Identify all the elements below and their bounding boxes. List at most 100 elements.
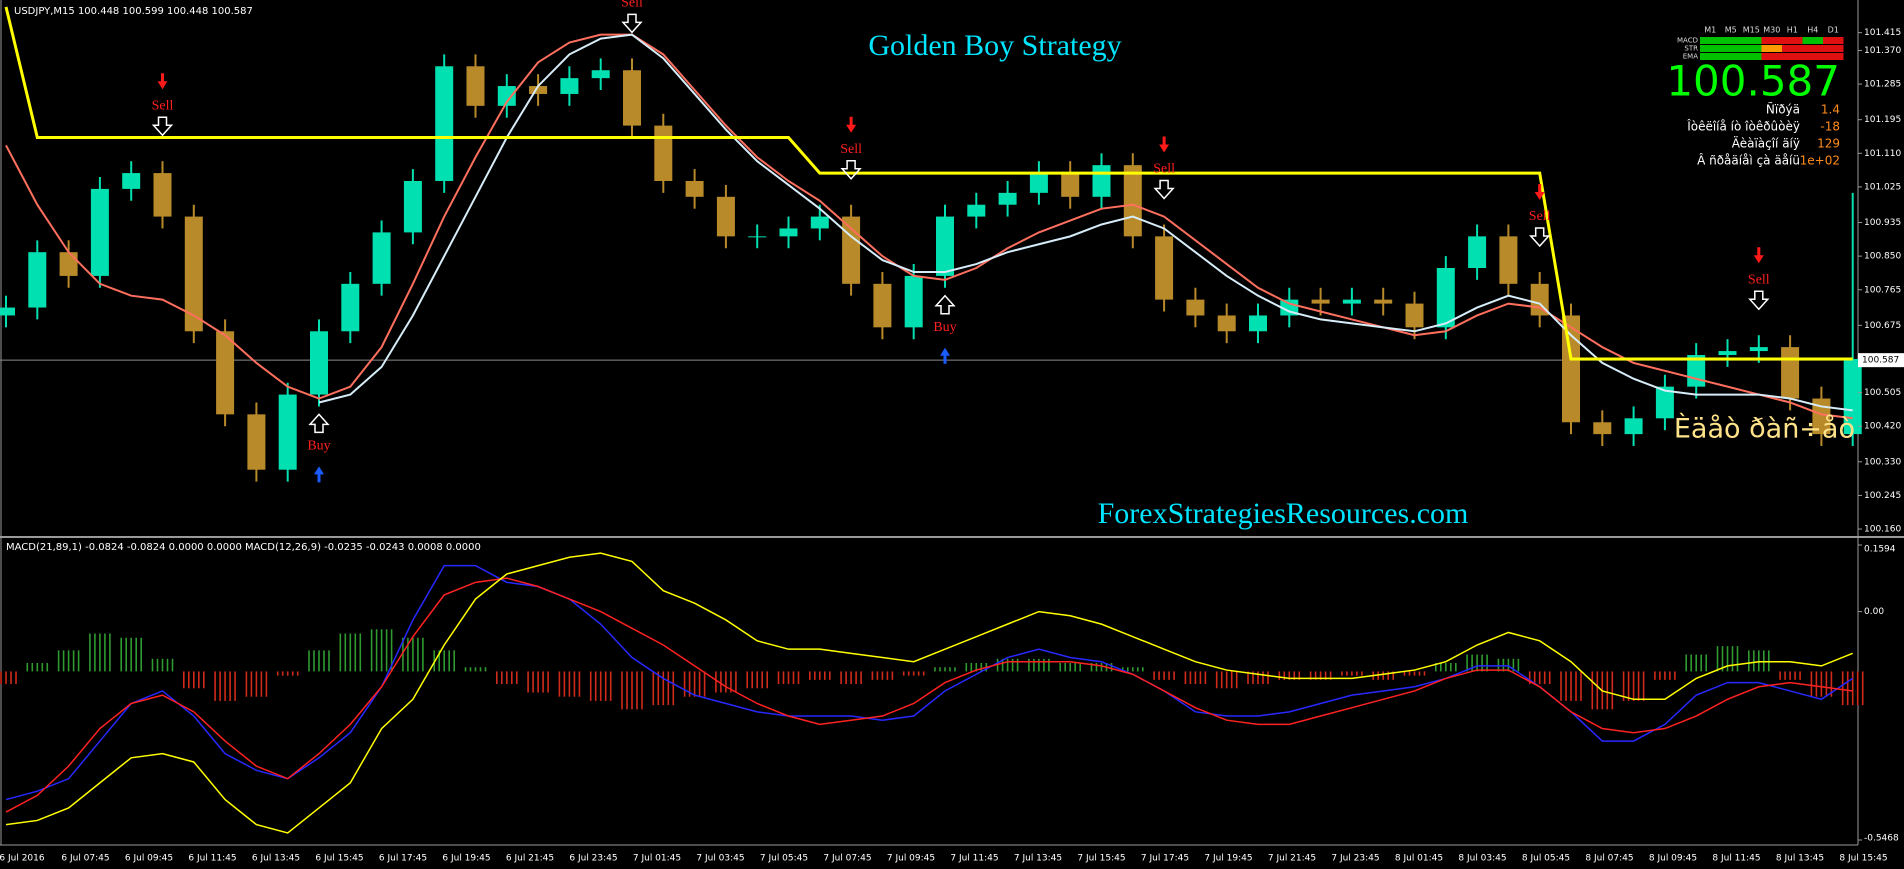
candle-body: [936, 216, 954, 276]
watermark: ForexStrategiesResources.com: [1098, 497, 1469, 530]
candle-body: [1593, 422, 1612, 435]
candle-body: [685, 180, 704, 197]
x-tick-label: 6 Jul 15:45: [315, 854, 363, 864]
candle-body: [0, 307, 15, 316]
candle-body: [435, 66, 454, 181]
candle-body: [1311, 299, 1330, 304]
candle-body: [28, 252, 47, 308]
candle-body: [1499, 236, 1518, 284]
candle-body: [184, 216, 203, 332]
x-tick-label: 8 Jul 11:45: [1712, 854, 1760, 864]
status-text: Èäåò ðàñ÷åò: [1674, 413, 1855, 445]
signal-cell: [1802, 37, 1823, 44]
candle-body: [1436, 268, 1455, 328]
x-tick-label: 6 Jul 07:45: [61, 854, 109, 864]
x-tick-label: 8 Jul 05:45: [1522, 854, 1570, 864]
current-price-label: 100.587: [1862, 356, 1899, 366]
candle-body: [842, 216, 861, 284]
x-tick-label: 8 Jul 13:45: [1776, 854, 1824, 864]
signal-cell: [1700, 37, 1721, 44]
y-tick-label: 101.025: [1864, 182, 1901, 192]
candle-body: [998, 192, 1017, 205]
x-tick-label: 7 Jul 23:45: [1331, 854, 1379, 864]
candle-body: [873, 283, 892, 328]
y-tick-label: 100.245: [1864, 491, 1901, 501]
x-tick-label: 6 Jul 13:45: [252, 854, 300, 864]
candle-body: [748, 236, 767, 238]
candle-body: [403, 180, 422, 233]
signal-cell: [1823, 53, 1844, 60]
signal-label: Sell: [152, 98, 174, 113]
x-tick-label: 7 Jul 01:45: [633, 854, 681, 864]
x-tick-label: 8 Jul 01:45: [1395, 854, 1443, 864]
candle-body: [153, 173, 172, 217]
x-tick-label: 8 Jul 15:45: [1839, 854, 1887, 864]
timeframe-label: M1: [1704, 26, 1716, 35]
sell-arrow: [1159, 136, 1170, 153]
macd-legend: MACD(21,89,1) -0.0824 -0.0824 0.0000 0.0…: [6, 542, 481, 553]
signal-label: Sell: [1153, 162, 1175, 177]
sell-hollow-arrow: [840, 159, 862, 180]
y-tick-label: 101.195: [1864, 115, 1901, 125]
x-tick-label: 6 Jul 09:45: [125, 854, 173, 864]
candle-body: [1280, 299, 1299, 316]
timeframe-label: M5: [1725, 26, 1737, 35]
candle-body: [1405, 303, 1424, 328]
signal-cell: [1761, 53, 1782, 60]
candle-body: [1749, 347, 1768, 352]
x-tick-label: 6 Jul 19:45: [442, 854, 490, 864]
x-tick-label: 7 Jul 13:45: [1014, 854, 1062, 864]
timeframe-label: H1: [1787, 26, 1798, 35]
stat-value: -18: [1820, 120, 1840, 134]
candle-body: [1249, 315, 1267, 332]
x-tick-label: 6 Jul 11:45: [188, 854, 236, 864]
y-tick-label: 0.1594: [1864, 545, 1896, 555]
sell-arrow: [846, 116, 857, 133]
signal-cell: [1782, 37, 1803, 44]
stat-value: 129: [1817, 137, 1840, 151]
x-tick-label: 8 Jul 09:45: [1649, 854, 1697, 864]
y-tick-label: 100.505: [1864, 388, 1901, 398]
signal-cell: [1782, 53, 1803, 60]
buy-hollow-arrow: [308, 413, 330, 434]
sell-hollow-arrow: [151, 116, 174, 137]
candle-body: [560, 78, 579, 94]
candle-body: [1562, 315, 1580, 423]
overlay-line: [4, 6, 1853, 361]
timeframe-label: M15: [1743, 26, 1760, 35]
y-tick-label: 100.765: [1864, 285, 1901, 295]
current-price-box: [1858, 353, 1904, 368]
candle-body: [122, 173, 141, 189]
x-tick-label: 7 Jul 05:45: [760, 854, 808, 864]
y-tick-label: 101.415: [1864, 28, 1901, 38]
candle-body: [810, 216, 829, 229]
candle-body: [466, 66, 485, 106]
x-tick-label: 7 Jul 17:45: [1141, 854, 1189, 864]
y-tick-label: 101.370: [1864, 46, 1901, 56]
candle-body: [278, 394, 297, 470]
candle-body: [90, 188, 109, 276]
candle-body: [247, 414, 266, 470]
signal-cell: [1802, 53, 1823, 60]
x-tick-label: 6 Jul 23:45: [569, 854, 617, 864]
chart-header: USDJPY,M15 100.448 100.599 100.448 100.5…: [14, 6, 253, 17]
y-tick-label: 100.850: [1864, 252, 1901, 262]
candle-body: [716, 196, 735, 237]
sell-hollow-arrow: [1153, 179, 1175, 200]
sell-hollow-arrow: [1529, 227, 1551, 248]
signal-cell: [1741, 53, 1762, 60]
y-tick-label: 100.935: [1864, 218, 1901, 228]
signal-cell: [1700, 53, 1721, 60]
candle-body: [1123, 165, 1142, 237]
timeframe-label: D1: [1828, 26, 1839, 35]
signal-cell: [1700, 45, 1721, 52]
indicator-line: [5, 577, 1853, 813]
candle-body: [623, 70, 641, 126]
x-tick-label: 7 Jul 11:45: [950, 854, 998, 864]
stat-value: 1e+02: [1800, 154, 1840, 168]
candle-body: [1186, 299, 1205, 316]
candle-body: [1092, 165, 1111, 197]
x-tick-label: 7 Jul 09:45: [887, 854, 935, 864]
candle-body: [310, 331, 328, 395]
